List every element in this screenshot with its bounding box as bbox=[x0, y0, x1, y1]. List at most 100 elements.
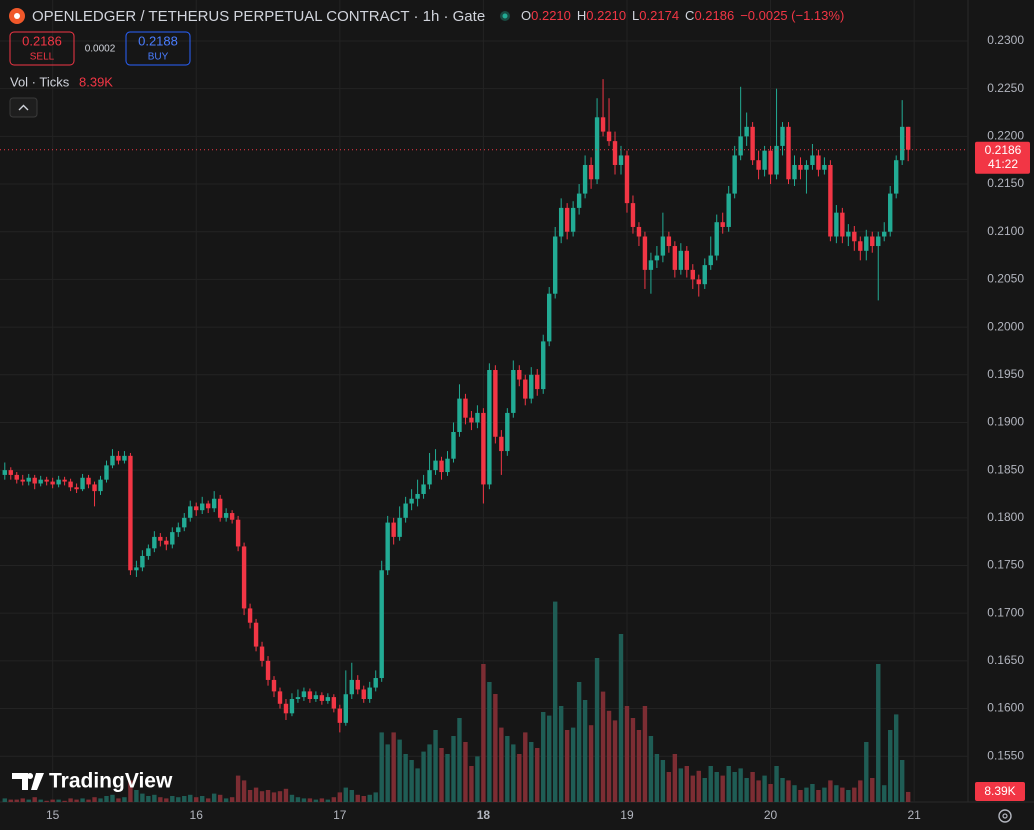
volume-bar bbox=[295, 797, 301, 802]
candle-body bbox=[8, 470, 13, 475]
volume-bar bbox=[14, 799, 19, 802]
status-dot bbox=[502, 13, 508, 19]
volume-bar bbox=[68, 798, 73, 802]
volume-bar bbox=[337, 792, 343, 802]
volume-bar bbox=[98, 798, 103, 802]
volume-bar bbox=[164, 798, 169, 802]
settings-icon[interactable] bbox=[998, 809, 1012, 823]
x-tick-label: 16 bbox=[190, 808, 204, 822]
chart-title[interactable]: OPENLEDGER / TETHERUS PERPETUAL CONTRACT… bbox=[32, 8, 485, 25]
volume-bar bbox=[888, 730, 893, 802]
y-tick-label: 0.2300 bbox=[987, 33, 1024, 47]
y-tick-label: 0.2100 bbox=[987, 224, 1024, 238]
volume-bar bbox=[104, 796, 109, 802]
candle-body bbox=[672, 246, 678, 270]
volume-bar bbox=[511, 744, 516, 802]
candle-body bbox=[217, 498, 223, 518]
ohlc-value: 0.2174 bbox=[639, 8, 679, 23]
candle-body bbox=[158, 536, 163, 541]
candle-body bbox=[840, 212, 845, 237]
y-tick-label: 0.1850 bbox=[987, 462, 1024, 476]
volume-bar bbox=[415, 768, 420, 802]
volume-bar bbox=[541, 712, 546, 802]
watermark-text: TradingView bbox=[49, 770, 173, 793]
candle-body bbox=[744, 126, 749, 137]
candle-body bbox=[104, 465, 109, 480]
volume-bar bbox=[170, 796, 175, 802]
candle-body bbox=[379, 570, 384, 679]
candle-body bbox=[355, 679, 360, 690]
y-tick-label: 0.2150 bbox=[987, 176, 1024, 190]
volume-bar bbox=[140, 793, 145, 802]
candle-body bbox=[816, 155, 821, 170]
volume-bar bbox=[905, 791, 911, 802]
last-price-label: 0.2186 bbox=[985, 143, 1022, 157]
candle-body bbox=[702, 265, 707, 285]
volume-bar bbox=[80, 798, 85, 802]
candle-body bbox=[289, 699, 295, 714]
watermark-logo bbox=[12, 773, 44, 790]
y-tick-label: 0.1750 bbox=[987, 558, 1024, 572]
candle-body bbox=[439, 460, 444, 473]
candle-body bbox=[277, 691, 283, 704]
volume-bar bbox=[517, 754, 522, 802]
x-tick-label: 15 bbox=[46, 808, 60, 822]
candle-body bbox=[535, 374, 540, 390]
candle-body bbox=[44, 479, 49, 482]
volume-bar bbox=[636, 730, 642, 802]
volume-bar bbox=[529, 742, 534, 802]
candle-body bbox=[870, 236, 875, 247]
volume-bar bbox=[846, 790, 851, 802]
volume-bar bbox=[265, 790, 271, 802]
volume-bar bbox=[810, 784, 815, 802]
volume-bar bbox=[666, 772, 672, 802]
volume-bar bbox=[774, 766, 779, 802]
volume-bar bbox=[235, 775, 241, 802]
candle-body bbox=[32, 477, 37, 484]
spread: 0.0002 bbox=[85, 44, 116, 55]
ohlc-key: H bbox=[577, 8, 586, 23]
volume-bar bbox=[427, 744, 432, 802]
volume-bar bbox=[182, 796, 187, 802]
collapse-button[interactable] bbox=[9, 97, 38, 118]
candle-body bbox=[457, 398, 462, 432]
candle-body bbox=[50, 481, 55, 485]
volume-bar bbox=[523, 732, 528, 802]
volume-bar bbox=[582, 700, 588, 802]
volume-bar bbox=[86, 799, 91, 802]
volume-bar bbox=[732, 772, 737, 802]
volume-bar bbox=[870, 778, 875, 802]
volume-bar bbox=[343, 787, 348, 802]
volume-bar bbox=[134, 790, 139, 802]
candle-body bbox=[331, 697, 337, 709]
candle-body bbox=[517, 370, 522, 380]
volume-legend[interactable]: Vol · Ticks bbox=[10, 74, 70, 89]
y-tick-label: 0.2000 bbox=[987, 319, 1024, 333]
last-volume-label: 8.39K bbox=[984, 784, 1015, 798]
volume-bar bbox=[385, 744, 390, 802]
candle-body bbox=[433, 460, 438, 471]
change: −0.0025 (−1.13%) bbox=[740, 8, 844, 23]
candle-body bbox=[684, 250, 690, 270]
candle-body bbox=[552, 236, 558, 294]
candle-body bbox=[696, 279, 701, 285]
candle-body bbox=[893, 160, 899, 194]
buy-button[interactable] bbox=[125, 31, 191, 66]
volume-bar bbox=[433, 730, 438, 802]
sell-button[interactable] bbox=[9, 31, 75, 66]
volume-bar bbox=[816, 790, 821, 802]
x-tick-label: 17 bbox=[333, 808, 347, 822]
candle-body bbox=[529, 374, 534, 399]
volume-bar bbox=[648, 736, 654, 802]
candle-body bbox=[654, 255, 660, 261]
volume-bar bbox=[271, 792, 277, 802]
candle-body bbox=[834, 212, 839, 237]
volume-bar bbox=[876, 664, 881, 802]
candle-body bbox=[116, 455, 121, 461]
candle-body bbox=[319, 695, 325, 701]
candle-body bbox=[194, 506, 199, 511]
candle-body bbox=[445, 458, 450, 473]
y-tick-label: 0.1550 bbox=[987, 748, 1024, 762]
volume-bar bbox=[756, 780, 761, 802]
candle-body bbox=[146, 548, 151, 556]
